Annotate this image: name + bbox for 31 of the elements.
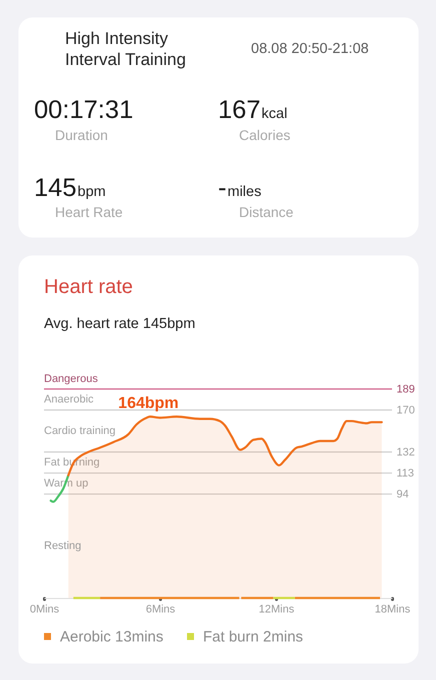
text: Heart Rate: [55, 204, 123, 220]
text: Duration: [55, 127, 108, 143]
chart-title: Heart rate: [44, 276, 133, 298]
ref-line-label: Cardio training: [44, 425, 116, 438]
y-tick-label: 170: [396, 404, 415, 417]
legend-label: Fat burn 2mins: [203, 628, 304, 646]
ref-line-label: Dangerous: [44, 373, 98, 385]
legend-label: Aerobic 13mins: [60, 628, 164, 646]
text: 145: [34, 174, 77, 202]
annotation: 164bpm: [118, 395, 179, 412]
text: Calories: [239, 127, 290, 143]
y-tick-label: 94: [396, 488, 409, 501]
text: Distance: [239, 204, 294, 220]
chart-subtitle: Avg. heart rate 145bpm: [44, 316, 196, 332]
text: High Intensity Interval Training: [65, 29, 186, 69]
text: miles: [227, 184, 262, 200]
y-tick-label: 189: [396, 384, 415, 396]
y-tick-label: 132: [396, 446, 415, 459]
x-tick-label: 6Mins: [146, 604, 176, 616]
text: 00:17:31: [34, 96, 134, 124]
x-tick-label: 0Mins: [30, 604, 60, 616]
text: 08.08 20:50-21:08: [251, 41, 369, 57]
text: 167: [218, 96, 261, 124]
x-tick-label: 12Mins: [258, 604, 295, 616]
text: bpm: [78, 184, 106, 200]
x-tick-label: 18Mins: [374, 604, 411, 616]
text: -: [218, 174, 226, 202]
y-tick-label: 113: [396, 468, 414, 480]
annotation: Resting: [44, 540, 82, 552]
text: kcal: [262, 106, 288, 122]
ref-line-label: Anaerobic: [44, 394, 94, 406]
